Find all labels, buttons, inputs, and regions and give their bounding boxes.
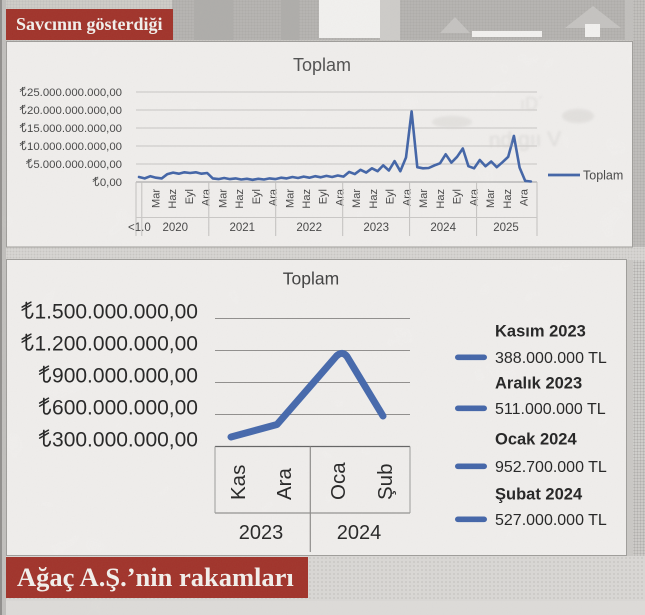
- svg-text:Toplam: Toplam: [583, 169, 623, 183]
- svg-text:nd gıı V: nd gıı V: [489, 128, 562, 152]
- svg-text:Ara: Ara: [273, 468, 296, 501]
- svg-text:1.500.000.000,00: 1.500.000.000,00: [35, 301, 199, 324]
- svg-text:Kasım 2023: Kasım 2023: [495, 323, 586, 341]
- svg-text:388.000.000 TL: 388.000.000 TL: [495, 350, 607, 367]
- svg-text:Mar: Mar: [150, 189, 162, 208]
- svg-text:600.000.000,00: 600.000.000,00: [52, 397, 198, 420]
- svg-text:Haz: Haz: [234, 189, 246, 209]
- svg-text:2022: 2022: [296, 222, 322, 234]
- svg-text:Haz: Haz: [368, 189, 380, 209]
- svg-text:Eyl: Eyl: [385, 189, 397, 204]
- svg-text:0,00: 0,00: [100, 177, 122, 189]
- svg-text:5.000.000.000,00: 5.000.000.000,00: [33, 159, 122, 171]
- svg-text:Oca: Oca: [327, 462, 350, 500]
- svg-text:Mar: Mar: [418, 189, 430, 208]
- svg-text:Toplam: Toplam: [293, 55, 351, 75]
- svg-text:Ara: Ara: [468, 188, 480, 206]
- svg-text:Ara: Ara: [519, 188, 531, 206]
- svg-text:Ara: Ara: [335, 188, 347, 206]
- svg-text:2024: 2024: [430, 222, 456, 234]
- svg-text:Ara: Ara: [201, 188, 213, 206]
- svg-text:Ocak 2024: Ocak 2024: [495, 431, 577, 449]
- svg-text:Eyl: Eyl: [251, 189, 263, 204]
- svg-text:ıD´: ıD´: [520, 94, 544, 114]
- svg-text:Eyl: Eyl: [318, 189, 330, 204]
- svg-text:2025: 2025: [493, 222, 519, 234]
- svg-text:1.200.000.000,00: 1.200.000.000,00: [35, 333, 199, 356]
- svg-text:511.000.000 TL: 511.000.000 TL: [495, 401, 606, 418]
- svg-text:900.000.000,00: 900.000.000,00: [52, 365, 198, 388]
- svg-text:10.000.000.000,00: 10.000.000.000,00: [27, 141, 122, 153]
- svg-text:Şubat 2024: Şubat 2024: [495, 486, 583, 504]
- svg-text:Mar: Mar: [284, 189, 296, 208]
- svg-text:2021: 2021: [230, 222, 256, 234]
- svg-text:Ara: Ara: [401, 188, 413, 206]
- svg-text:2024: 2024: [337, 522, 382, 544]
- svg-text:Haz: Haz: [301, 189, 313, 209]
- svg-text:Haz: Haz: [435, 189, 447, 209]
- svg-text:Eyl: Eyl: [184, 189, 196, 204]
- svg-text:Mar: Mar: [485, 189, 497, 208]
- svg-text:20.000.000.000,00: 20.000.000.000,00: [27, 105, 122, 117]
- svg-text:2020: 2020: [163, 222, 189, 234]
- svg-text:15.000.000.000,00: 15.000.000.000,00: [27, 123, 122, 135]
- svg-text:Şub: Şub: [374, 464, 397, 500]
- svg-text:2023: 2023: [239, 522, 284, 544]
- svg-text:Ara: Ara: [268, 188, 280, 206]
- svg-text:2023: 2023: [363, 222, 389, 234]
- svg-text:Haz: Haz: [502, 189, 514, 209]
- svg-text:25.000.000.000,00: 25.000.000.000,00: [27, 87, 122, 99]
- svg-text:Aralık 2023: Aralık 2023: [495, 375, 582, 393]
- svg-text:Eyl: Eyl: [452, 189, 464, 204]
- svg-text:<1.0: <1.0: [128, 222, 151, 234]
- svg-text:Mar: Mar: [351, 189, 363, 208]
- svg-text:300.000.000,00: 300.000.000,00: [52, 429, 198, 452]
- svg-text:Toplam: Toplam: [283, 269, 339, 289]
- svg-text:952.700.000 TL: 952.700.000 TL: [495, 459, 607, 476]
- svg-text:527.000.000 TL: 527.000.000 TL: [495, 512, 607, 529]
- svg-text:Mar: Mar: [217, 189, 229, 208]
- svg-text:Kas: Kas: [227, 465, 250, 500]
- svg-text:Haz: Haz: [167, 189, 179, 209]
